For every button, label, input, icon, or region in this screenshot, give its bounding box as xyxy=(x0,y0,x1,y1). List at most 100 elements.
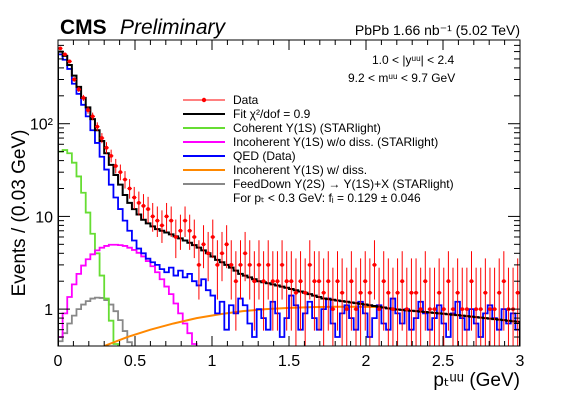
data-point xyxy=(293,258,299,346)
data-point-marker xyxy=(303,290,308,295)
cms-label: CMS xyxy=(60,16,107,39)
data-point xyxy=(330,267,336,346)
data-point-marker xyxy=(409,290,414,295)
data-point xyxy=(108,149,114,163)
y-tick-label: 10² xyxy=(30,117,54,134)
data-point-marker xyxy=(201,242,206,247)
data-point-marker xyxy=(123,177,127,182)
data-point-marker xyxy=(395,290,400,295)
data-point-marker xyxy=(132,195,137,200)
data-point xyxy=(339,258,345,346)
data-point-marker xyxy=(210,235,215,239)
data-point xyxy=(71,77,77,82)
data-point-marker xyxy=(173,235,178,239)
data-point xyxy=(473,267,479,346)
data-point xyxy=(191,219,197,259)
data-point xyxy=(413,258,419,346)
data-point xyxy=(182,206,188,237)
data-point-marker xyxy=(469,279,474,284)
data-point xyxy=(353,267,359,346)
data-point xyxy=(104,142,109,154)
series-incoherent-1s-w-o-diss-starlig xyxy=(58,243,198,346)
legend-label: Data xyxy=(233,93,259,107)
mass-cut-text: 9.2 < mᵘᵘ < 9.7 GeV xyxy=(348,71,455,85)
legend-entry: Incoherent Υ(1S) w/o diss. (STARlight) xyxy=(183,135,438,149)
data-point xyxy=(219,231,225,282)
data-point xyxy=(298,251,303,331)
legend-label: FeedDown Υ(2S) → Υ(1S)+X (STARlight) xyxy=(233,177,454,191)
data-point xyxy=(450,267,456,346)
y-tick-label: 1 xyxy=(44,302,53,319)
data-point-marker xyxy=(488,307,492,312)
legend-label: Incoherent Υ(1S) w/o diss. (STARlight) xyxy=(233,135,438,149)
legend-marker xyxy=(201,97,207,103)
data-point xyxy=(155,206,160,237)
data-point xyxy=(94,122,100,132)
data-point-marker xyxy=(270,279,275,284)
data-point xyxy=(487,267,493,346)
data-point-marker xyxy=(363,279,368,284)
data-point xyxy=(432,267,437,346)
data-point xyxy=(367,258,373,346)
data-point xyxy=(376,267,382,346)
data-point-marker xyxy=(330,307,335,312)
data-point-marker xyxy=(418,307,423,312)
data-point-marker xyxy=(118,170,123,175)
data-point xyxy=(196,240,202,300)
y-axis-title: Events / (0.03 GeV) xyxy=(9,130,30,297)
data-point-marker xyxy=(229,262,234,267)
data-point-marker xyxy=(377,307,381,312)
data-point-marker xyxy=(164,214,169,219)
data-point xyxy=(76,86,82,93)
data-point-marker xyxy=(317,279,321,284)
data-point xyxy=(325,251,331,331)
data-point-marker xyxy=(150,214,155,219)
x-tick-label: 0 xyxy=(54,353,63,370)
data-point-marker xyxy=(492,307,497,312)
data-point xyxy=(390,267,396,346)
data-point xyxy=(178,214,183,250)
data-point xyxy=(312,251,317,331)
data-point xyxy=(362,251,368,331)
data-point-marker xyxy=(113,164,118,168)
data-point xyxy=(335,251,340,331)
data-point xyxy=(510,267,516,346)
data-point-marker xyxy=(367,290,372,295)
legend-label: QED (Data) xyxy=(233,149,296,163)
data-point-marker xyxy=(414,290,418,295)
data-point-marker xyxy=(238,262,243,267)
data-point xyxy=(164,202,169,232)
data-point xyxy=(496,258,502,346)
data-point xyxy=(168,206,174,237)
data-point xyxy=(62,52,68,57)
data-point-marker xyxy=(326,279,331,284)
data-point xyxy=(122,171,128,189)
data-point-marker xyxy=(81,95,86,100)
data-point-marker xyxy=(307,262,312,267)
data-point-marker xyxy=(280,262,284,267)
fraction-text: For pₜ < 0.3 GeV: fᵢ = 0.129 ± 0.046 xyxy=(233,191,421,205)
data-point-marker xyxy=(451,307,455,312)
x-tick-label: 0.5 xyxy=(124,353,146,370)
x-tick-label: 1 xyxy=(208,353,217,370)
data-point-marker xyxy=(187,228,192,233)
data-point-marker xyxy=(206,251,211,256)
data-point-marker xyxy=(141,203,146,208)
data-point-marker xyxy=(349,279,354,284)
data-point xyxy=(386,258,391,346)
data-point xyxy=(446,251,451,331)
data-point xyxy=(210,219,216,259)
legend-label: Coherent Υ(1S) (STARlight) xyxy=(233,121,381,135)
data-point xyxy=(173,219,179,259)
data-point-marker xyxy=(501,279,506,284)
series-coherent-1s-starlight xyxy=(58,149,119,346)
data-point-marker xyxy=(220,251,224,256)
series-feeddown-2s-1s-x-starlight xyxy=(58,296,133,346)
data-point xyxy=(381,251,387,331)
data-point xyxy=(228,240,234,300)
data-point xyxy=(118,164,123,181)
data-point-marker xyxy=(169,218,174,223)
data-point-marker xyxy=(321,290,326,295)
